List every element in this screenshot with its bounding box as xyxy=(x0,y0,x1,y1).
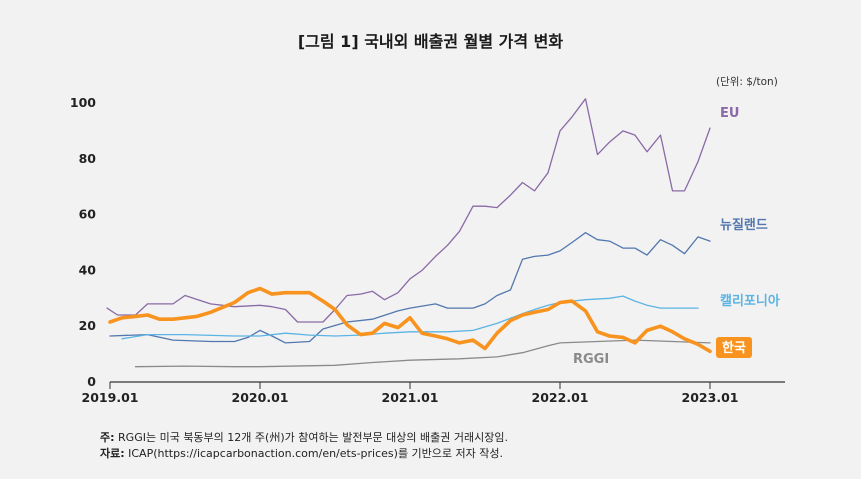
chart-plot: 0 20 40 60 80 100 2019.01 2020.01 2021.01 2022.0… xyxy=(0,0,861,479)
x-tick-label: 2023.01 xyxy=(682,390,739,405)
y-tick-label: 100 xyxy=(70,95,96,110)
source-text: ICAP(https://icapcarbonaction.com/en/ets… xyxy=(125,447,503,460)
series-label: EU xyxy=(720,106,739,121)
series-line xyxy=(110,289,710,352)
note-line: 주: RGGI는 미국 북동부의 12개 주(州)가 참여하는 발전부문 대상의… xyxy=(100,430,508,446)
note-text: RGGI는 미국 북동부의 12개 주(州)가 참여하는 발전부문 대상의 배출… xyxy=(115,431,508,444)
chart-notes: 주: RGGI는 미국 북동부의 12개 주(州)가 참여하는 발전부문 대상의… xyxy=(100,430,508,462)
series-label: 뉴질랜드 xyxy=(720,217,768,233)
note-label: 주: xyxy=(100,431,115,444)
y-tick-label: 0 xyxy=(87,374,96,389)
series-line xyxy=(110,233,710,343)
series-line xyxy=(136,340,711,367)
y-axis: 0 20 40 60 80 100 xyxy=(70,95,96,389)
series-label: RGGI xyxy=(573,352,609,367)
series-label: 캘리포니아 xyxy=(720,293,780,309)
y-tick-label: 40 xyxy=(79,262,97,277)
y-tick-label: 20 xyxy=(79,318,97,333)
source-line: 자료: ICAP(https://icapcarbonaction.com/en… xyxy=(100,446,508,462)
x-axis: 2019.01 2020.01 2021.01 2022.01 2023.01 xyxy=(82,382,785,405)
y-tick-label: 80 xyxy=(79,151,97,166)
y-tick-label: 60 xyxy=(79,207,97,222)
series-line xyxy=(107,99,710,322)
x-tick-label: 2022.01 xyxy=(532,390,589,405)
source-label: 자료: xyxy=(100,447,125,460)
series-label: 한국 xyxy=(722,340,746,356)
series-lines xyxy=(107,99,710,367)
x-tick-label: 2020.01 xyxy=(232,390,289,405)
x-tick-label: 2021.01 xyxy=(382,390,439,405)
x-tick-label: 2019.01 xyxy=(82,390,139,405)
